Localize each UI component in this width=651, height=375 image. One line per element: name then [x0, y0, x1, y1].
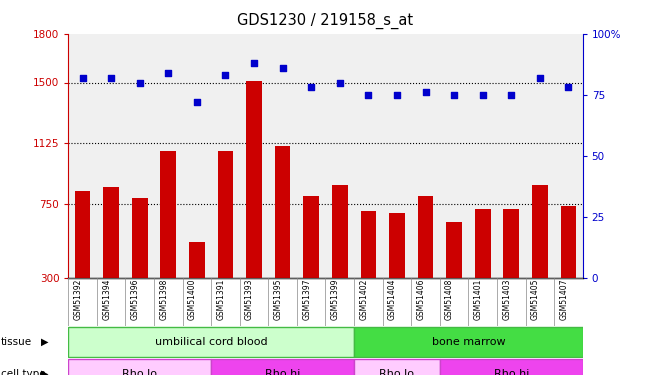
Text: GSM51407: GSM51407: [559, 279, 568, 320]
Text: GSM51402: GSM51402: [359, 279, 368, 320]
Bar: [75, 191, 90, 278]
Text: ▶: ▶: [41, 369, 49, 375]
Point: [421, 89, 431, 95]
Bar: [332, 185, 348, 278]
Text: GSM51392: GSM51392: [74, 279, 83, 320]
Point: [563, 84, 574, 90]
Bar: [354, 327, 583, 357]
Bar: [389, 213, 405, 278]
Point: [306, 84, 316, 90]
Point: [392, 92, 402, 98]
Point: [534, 75, 545, 81]
Text: tissue: tissue: [1, 337, 32, 347]
Text: GSM51391: GSM51391: [217, 279, 225, 320]
Text: GSM51397: GSM51397: [302, 279, 311, 320]
Bar: [275, 146, 290, 278]
Bar: [303, 196, 319, 278]
Bar: [361, 211, 376, 278]
Text: GSM51393: GSM51393: [245, 279, 254, 320]
Point: [106, 75, 117, 81]
Bar: [475, 209, 490, 278]
Bar: [189, 242, 205, 278]
Bar: [68, 327, 354, 357]
Point: [135, 80, 145, 86]
Text: GSM51400: GSM51400: [188, 279, 197, 320]
Point: [335, 80, 345, 86]
Point: [449, 92, 459, 98]
Bar: [561, 206, 576, 278]
Text: GSM51401: GSM51401: [474, 279, 482, 320]
Text: GSM51396: GSM51396: [131, 279, 140, 320]
Bar: [211, 359, 354, 375]
Point: [363, 92, 374, 98]
Text: bone marrow: bone marrow: [432, 337, 505, 347]
Text: Rho lo: Rho lo: [380, 369, 415, 375]
Point: [163, 70, 174, 76]
Text: Rho hi: Rho hi: [493, 369, 529, 375]
Text: Rho lo: Rho lo: [122, 369, 158, 375]
Bar: [68, 359, 211, 375]
Text: GSM51405: GSM51405: [531, 279, 540, 320]
Bar: [161, 151, 176, 278]
Text: ▶: ▶: [41, 337, 49, 347]
Bar: [440, 359, 583, 375]
Bar: [132, 198, 148, 278]
Text: GDS1230 / 219158_s_at: GDS1230 / 219158_s_at: [238, 13, 413, 29]
Bar: [104, 188, 119, 278]
Text: GSM51403: GSM51403: [502, 279, 511, 320]
Text: GSM51406: GSM51406: [417, 279, 426, 320]
Point: [220, 72, 230, 78]
Point: [77, 75, 88, 81]
Bar: [246, 81, 262, 278]
Text: Rho hi: Rho hi: [265, 369, 300, 375]
Bar: [217, 151, 233, 278]
Text: GSM51404: GSM51404: [388, 279, 397, 320]
Text: GSM51408: GSM51408: [445, 279, 454, 320]
Bar: [446, 222, 462, 278]
Point: [477, 92, 488, 98]
Text: umbilical cord blood: umbilical cord blood: [155, 337, 268, 347]
Bar: [354, 359, 440, 375]
Text: GSM51394: GSM51394: [102, 279, 111, 320]
Bar: [503, 209, 519, 278]
Text: cell type: cell type: [1, 369, 46, 375]
Point: [277, 65, 288, 71]
Point: [249, 60, 259, 66]
Text: GSM51399: GSM51399: [331, 279, 340, 320]
Point: [191, 99, 202, 105]
Point: [506, 92, 516, 98]
Text: GSM51398: GSM51398: [159, 279, 169, 320]
Bar: [418, 196, 434, 278]
Text: GSM51395: GSM51395: [273, 279, 283, 320]
Bar: [532, 185, 547, 278]
